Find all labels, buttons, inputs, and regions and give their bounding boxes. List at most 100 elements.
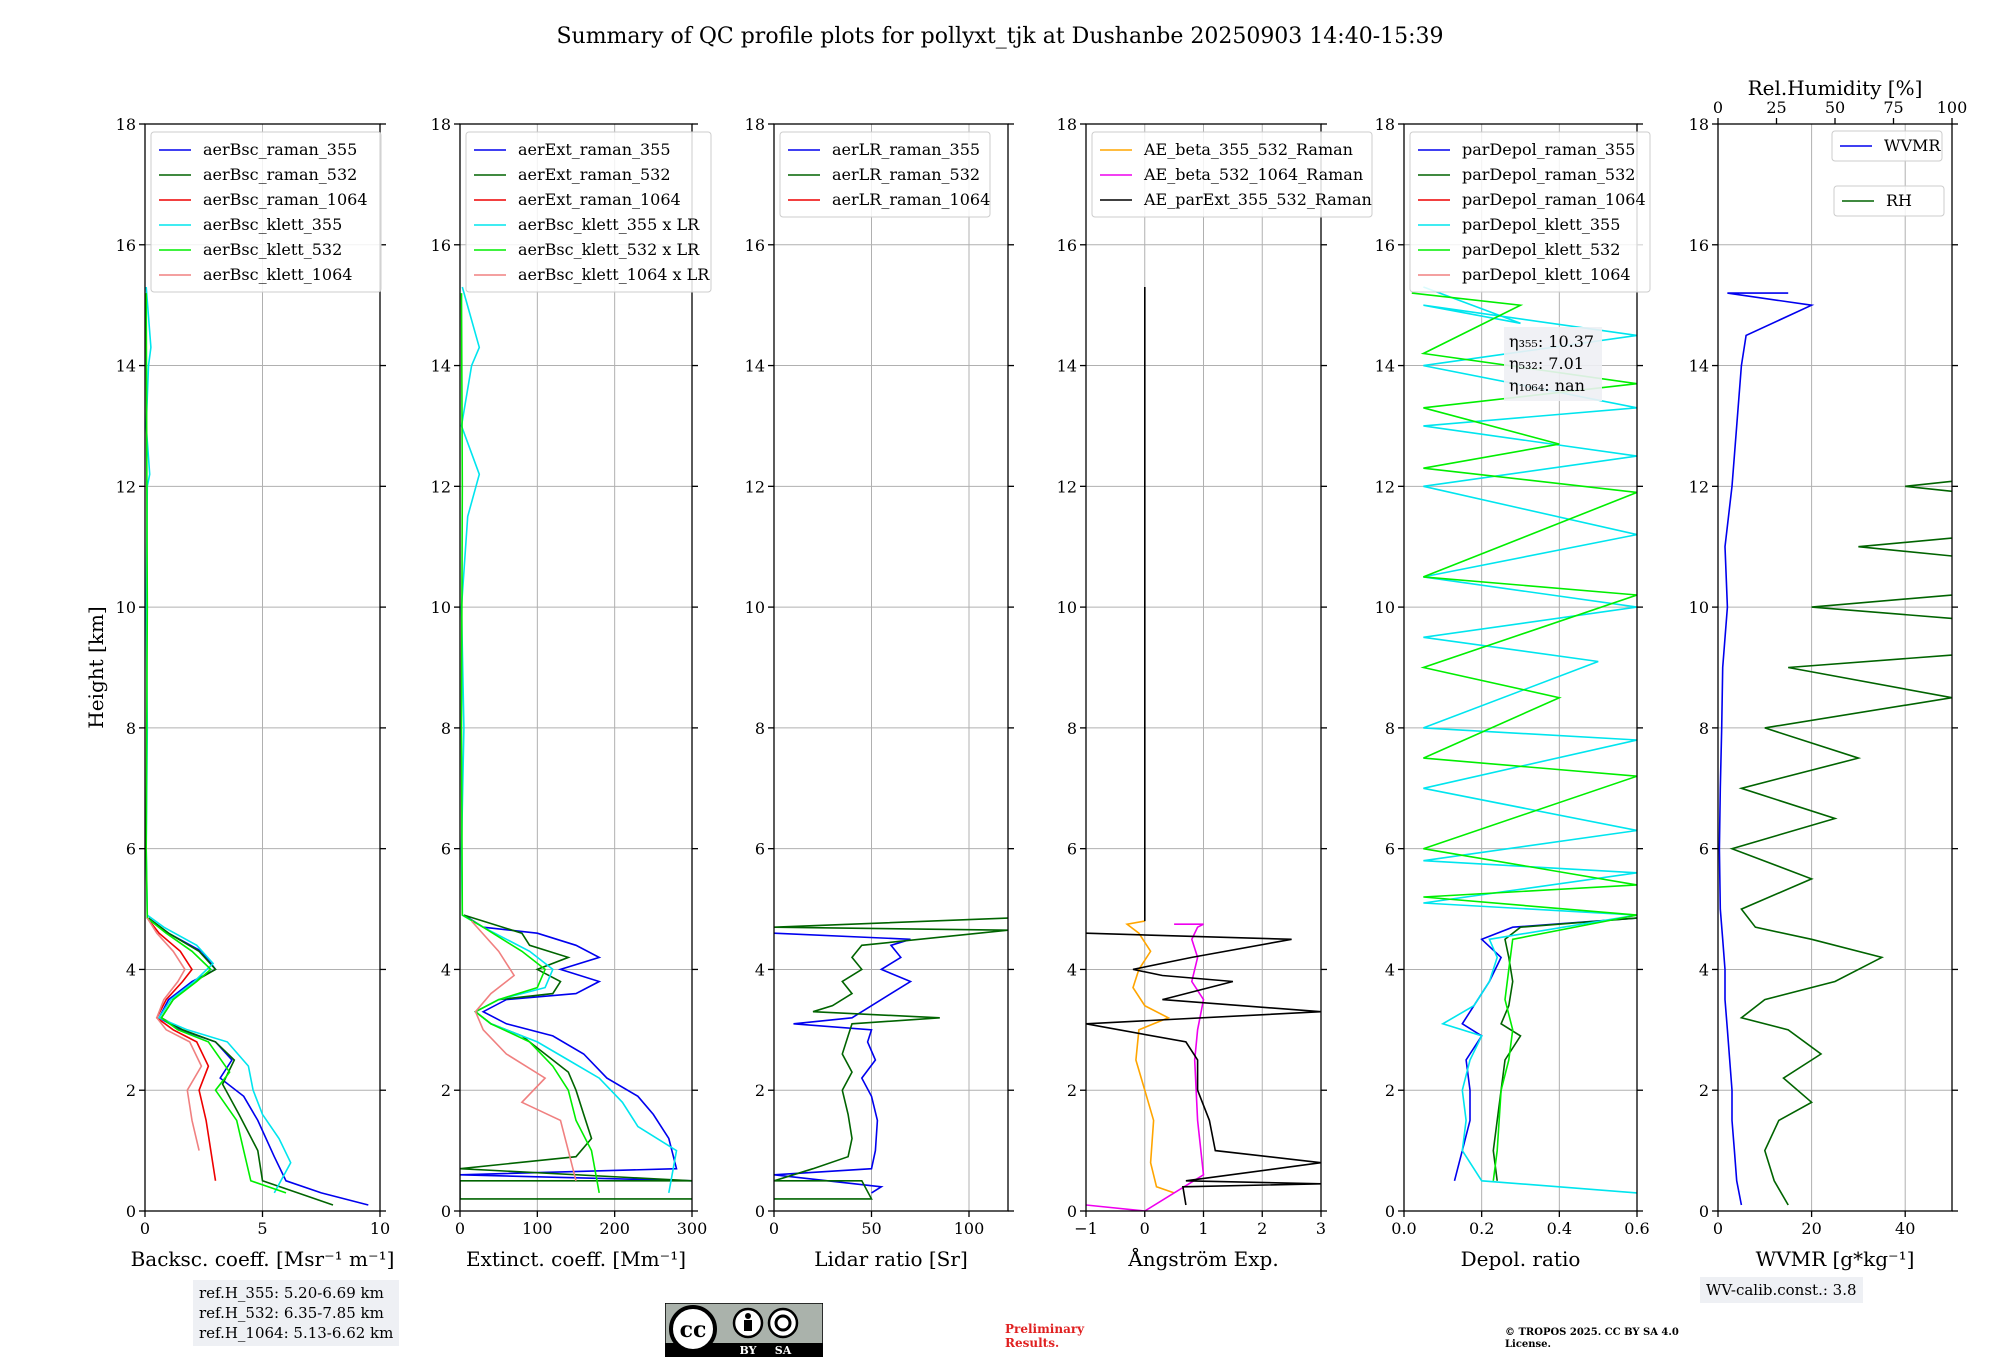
y-tick-label: 4 — [1067, 960, 1077, 979]
y-tick-label: 8 — [1067, 719, 1077, 738]
series-line-aerLR_raman_532 — [774, 917, 1008, 1200]
y-tick-label: 14 — [1375, 357, 1395, 376]
legend-label: aerExt_raman_532 — [518, 165, 671, 184]
y-tick-label: 4 — [1699, 960, 1709, 979]
legend-label: WVMR — [1884, 136, 1941, 155]
y-tick-label: 16 — [745, 236, 765, 255]
x-tick-label: 3 — [1316, 1219, 1326, 1238]
x-tick-label: 0 — [140, 1219, 150, 1238]
cc-by-sa-license-logo[interactable]: cc BY SA — [665, 1303, 823, 1357]
series-line-aerBsc_klett_355 x LR — [460, 286, 678, 1194]
y-tick-label: 6 — [126, 840, 136, 859]
axes-frame — [459, 123, 693, 1212]
panel-3: 0 2 4 6 8 10 12 14 16 18 0 50 100 Lidar ratio [Sr] aer… — [745, 115, 1014, 1271]
y-tick-label: 14 — [116, 357, 136, 376]
y-tick-label: 12 — [1057, 477, 1077, 496]
legend-box — [465, 131, 712, 293]
y-tick-label: 8 — [755, 719, 765, 738]
series-line-parDepol_raman_355 — [1453, 917, 1637, 1182]
top-x-tick-label: 100 — [1937, 98, 1968, 117]
series-line-WVMR — [1718, 292, 1815, 1206]
series-line-aerLR_raman_355 — [774, 932, 913, 1194]
x-axis-label: Ångström Exp. — [1127, 1246, 1278, 1271]
series-line-RH — [1729, 480, 1952, 1206]
y-tick-label: 18 — [745, 115, 765, 134]
sa-label: SA — [775, 1344, 792, 1357]
legend-box — [1831, 130, 1943, 162]
by-label: BY — [740, 1344, 757, 1357]
y-tick-label: 6 — [1067, 840, 1077, 859]
y-tick-label: 12 — [431, 477, 451, 496]
y-tick-label: 4 — [126, 960, 136, 979]
legend-box — [779, 131, 991, 218]
by-person-body — [744, 1320, 752, 1331]
legend-label: AE_beta_355_532_Raman — [1143, 140, 1353, 159]
eta-annotation-text: η₃₅₅: 10.37 — [1509, 332, 1594, 351]
y-tick-label: 14 — [1689, 357, 1709, 376]
y-tick-label: 12 — [1689, 477, 1709, 496]
x-tick-label: 40 — [1895, 1219, 1915, 1238]
top-x-axis-label: Rel.Humidity [%] — [1748, 76, 1923, 100]
legend-label: parDepol_klett_355 — [1462, 215, 1620, 234]
series-line-aerBsc_klett_532 — [145, 293, 287, 1194]
series-line-parDepol_klett_532 — [1411, 292, 1637, 1181]
legend-label: aerBsc_raman_532 — [203, 165, 357, 184]
legend-label: aerBsc_klett_532 — [203, 240, 342, 259]
series-line-parDepol_klett_355 — [1423, 286, 1637, 1194]
legend-label: parDepol_raman_1064 — [1462, 190, 1646, 209]
x-tick-label: 0 — [769, 1219, 779, 1238]
top-x-tick-label: 75 — [1883, 98, 1903, 117]
x-tick-label: 2 — [1257, 1219, 1267, 1238]
x-tick-label: 50 — [861, 1219, 881, 1238]
legend-box — [1409, 131, 1651, 293]
series-line-aerBsc_klett_532 x LR — [460, 293, 600, 1194]
legend-label: AE_beta_532_1064_Raman — [1143, 165, 1363, 184]
eta-annotation-box — [1504, 327, 1602, 401]
y-tick-label: 18 — [1375, 115, 1395, 134]
legend-label: aerBsc_klett_1064 — [203, 265, 352, 284]
y-tick-label: 18 — [116, 115, 136, 134]
legend-box — [1091, 131, 1373, 218]
legend-label: RH — [1886, 191, 1912, 210]
y-tick-label: 16 — [1689, 236, 1709, 255]
y-tick-label: 6 — [1385, 840, 1395, 859]
refh-355: ref.H_355: 5.20-6.69 km — [199, 1284, 384, 1302]
x-tick-label: 100 — [954, 1219, 985, 1238]
y-tick-label: 12 — [116, 477, 136, 496]
eta-annotation-text: η₅₃₂: 7.01 — [1509, 354, 1584, 373]
y-tick-label: 10 — [1375, 598, 1395, 617]
y-tick-label: 8 — [441, 719, 451, 738]
sa-arc — [774, 1314, 792, 1332]
series-line-AE_beta_355_532_Raman — [1125, 920, 1175, 1194]
series-line-aerBsc_klett_1064 x LR — [471, 920, 577, 1181]
y-tick-label: 18 — [431, 115, 451, 134]
copyright-note: © TROPOS 2025. CC BY SA 4.0 License. — [1505, 1327, 1679, 1350]
panel-1: 0 2 4 6 8 10 12 14 16 18 0 5 10 Backsc. coeff. [Msr⁻¹… — [116, 115, 395, 1271]
y-tick-label: 12 — [745, 477, 765, 496]
legend-label: aerLR_raman_355 — [832, 140, 980, 159]
legend-label: aerBsc_raman_1064 — [203, 190, 368, 209]
series-line-AE_parExt_355_532_Raman — [1086, 932, 1321, 1206]
y-tick-label: 18 — [1057, 115, 1077, 134]
y-tick-label: 4 — [755, 960, 765, 979]
x-axis-label: Lidar ratio [Sr] — [814, 1247, 968, 1271]
x-tick-label: 5 — [257, 1219, 267, 1238]
sa-share-alike-icon — [767, 1307, 799, 1339]
y-tick-label: 8 — [1699, 719, 1709, 738]
y-tick-label: 14 — [745, 357, 765, 376]
legend-label: aerBsc_klett_355 — [203, 215, 342, 234]
by-person-head — [745, 1313, 751, 1319]
axes-frame — [773, 123, 1009, 1212]
y-tick-label: 8 — [1385, 719, 1395, 738]
wv-calib-box: WV-calib.const.: 3.8 — [1700, 1277, 1863, 1303]
y-tick-label: 2 — [1385, 1081, 1395, 1100]
x-axis-label: Depol. ratio — [1461, 1247, 1581, 1271]
eta-annotation-text: η₁₀₆₄: nan — [1509, 376, 1585, 395]
reference-height-box: ref.H_355: 5.20-6.69 km ref.H_532: 6.35-… — [193, 1280, 400, 1346]
legend-label: aerBsc_klett_1064 x LR — [518, 265, 710, 284]
x-tick-label: 200 — [599, 1219, 630, 1238]
figure-title: Summary of QC profile plots for pollyxt_… — [556, 24, 1443, 49]
legend-label: aerBsc_klett_532 x LR — [518, 240, 700, 259]
series-line-aerBsc_raman_1064 — [146, 917, 217, 1181]
refh-532: ref.H_532: 6.35-7.85 km — [199, 1304, 384, 1322]
